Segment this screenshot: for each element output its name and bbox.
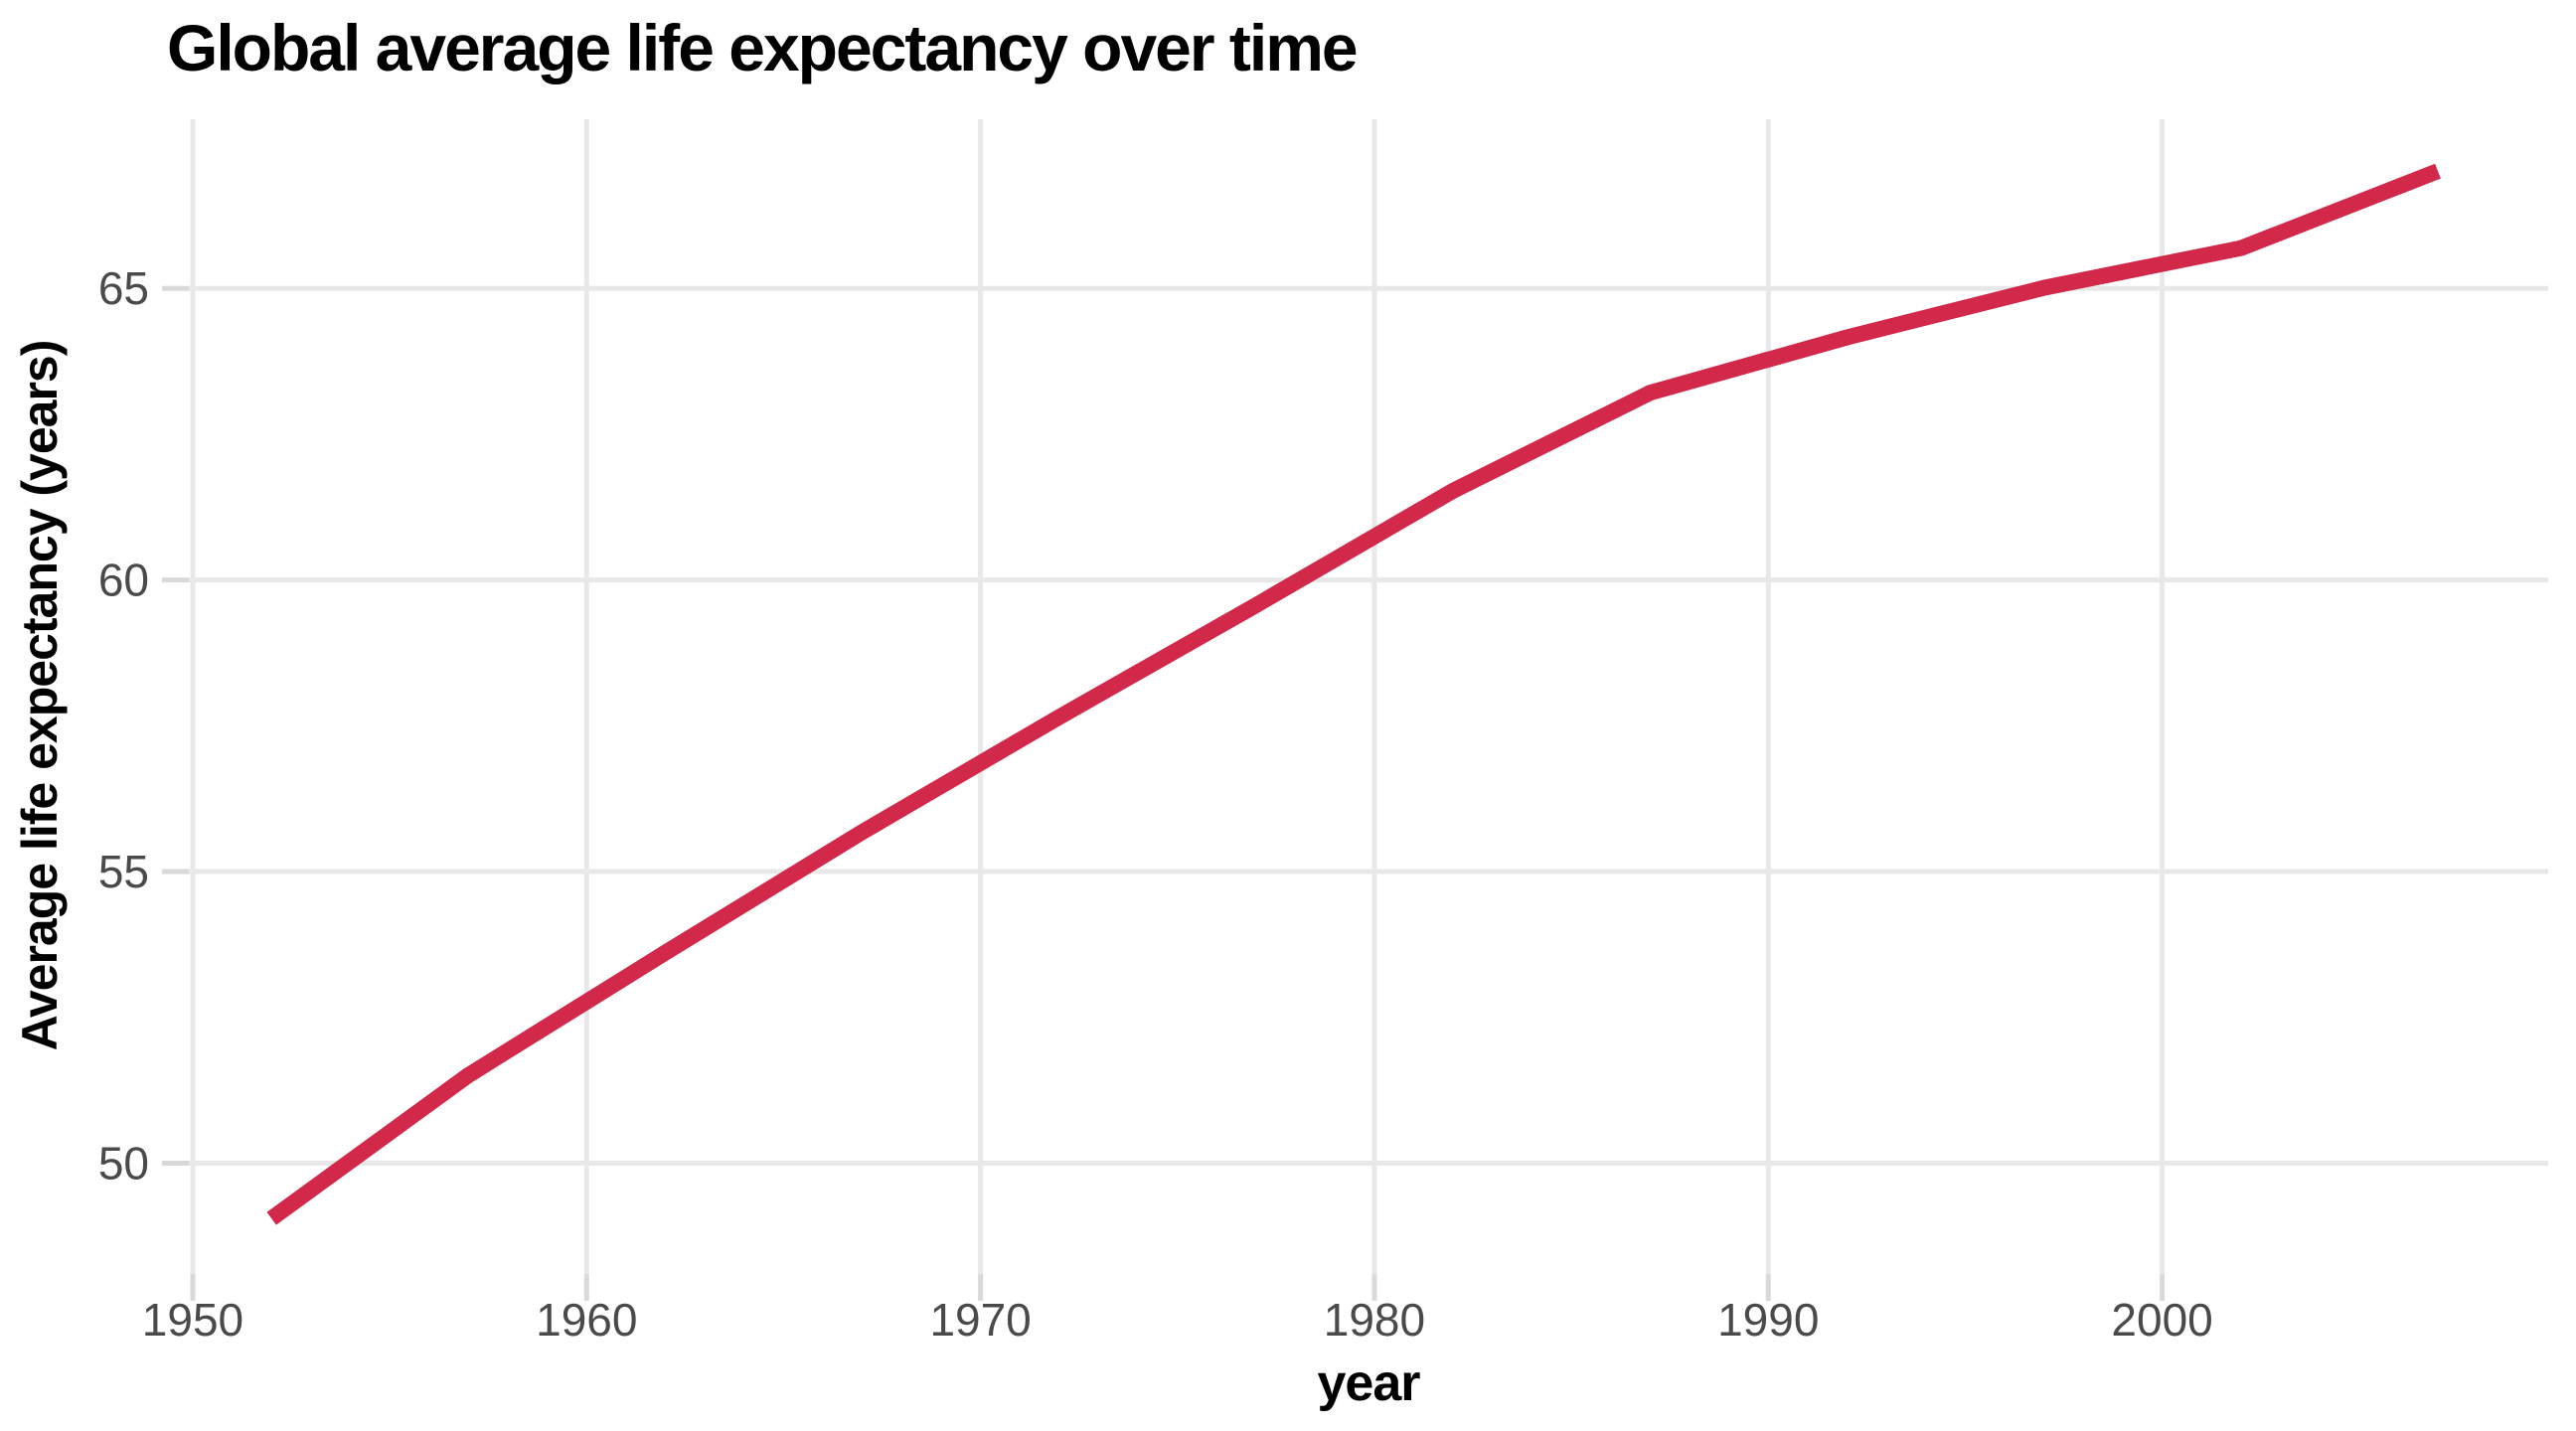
x-tick-label-1980: 1980 xyxy=(1324,1294,1425,1346)
x-tick-label-2000: 2000 xyxy=(2111,1294,2212,1346)
chart-title: Global average life expectancy over time xyxy=(167,11,1359,84)
x-tick-label-1960: 1960 xyxy=(536,1294,637,1346)
y-tick-label-50: 50 xyxy=(98,1137,149,1189)
x-tick-label-1970: 1970 xyxy=(929,1294,1031,1346)
y-tick-label-65: 65 xyxy=(98,262,149,314)
y-tick-label-60: 60 xyxy=(98,555,149,606)
x-axis-title: year xyxy=(1317,1354,1421,1412)
gridlines xyxy=(189,119,2548,1274)
series-lines xyxy=(266,163,2441,1225)
x-tick-labels: 1950 1960 1970 1980 1990 2000 xyxy=(142,1294,2213,1346)
axis-ticks xyxy=(162,285,2166,1301)
x-tick-label-1990: 1990 xyxy=(1717,1294,1819,1346)
y-tick-label-55: 55 xyxy=(98,846,149,897)
life-expectancy-line xyxy=(266,163,2441,1225)
y-tick-labels: 50 55 60 65 xyxy=(98,262,149,1189)
x-tick-label-1950: 1950 xyxy=(142,1294,243,1346)
